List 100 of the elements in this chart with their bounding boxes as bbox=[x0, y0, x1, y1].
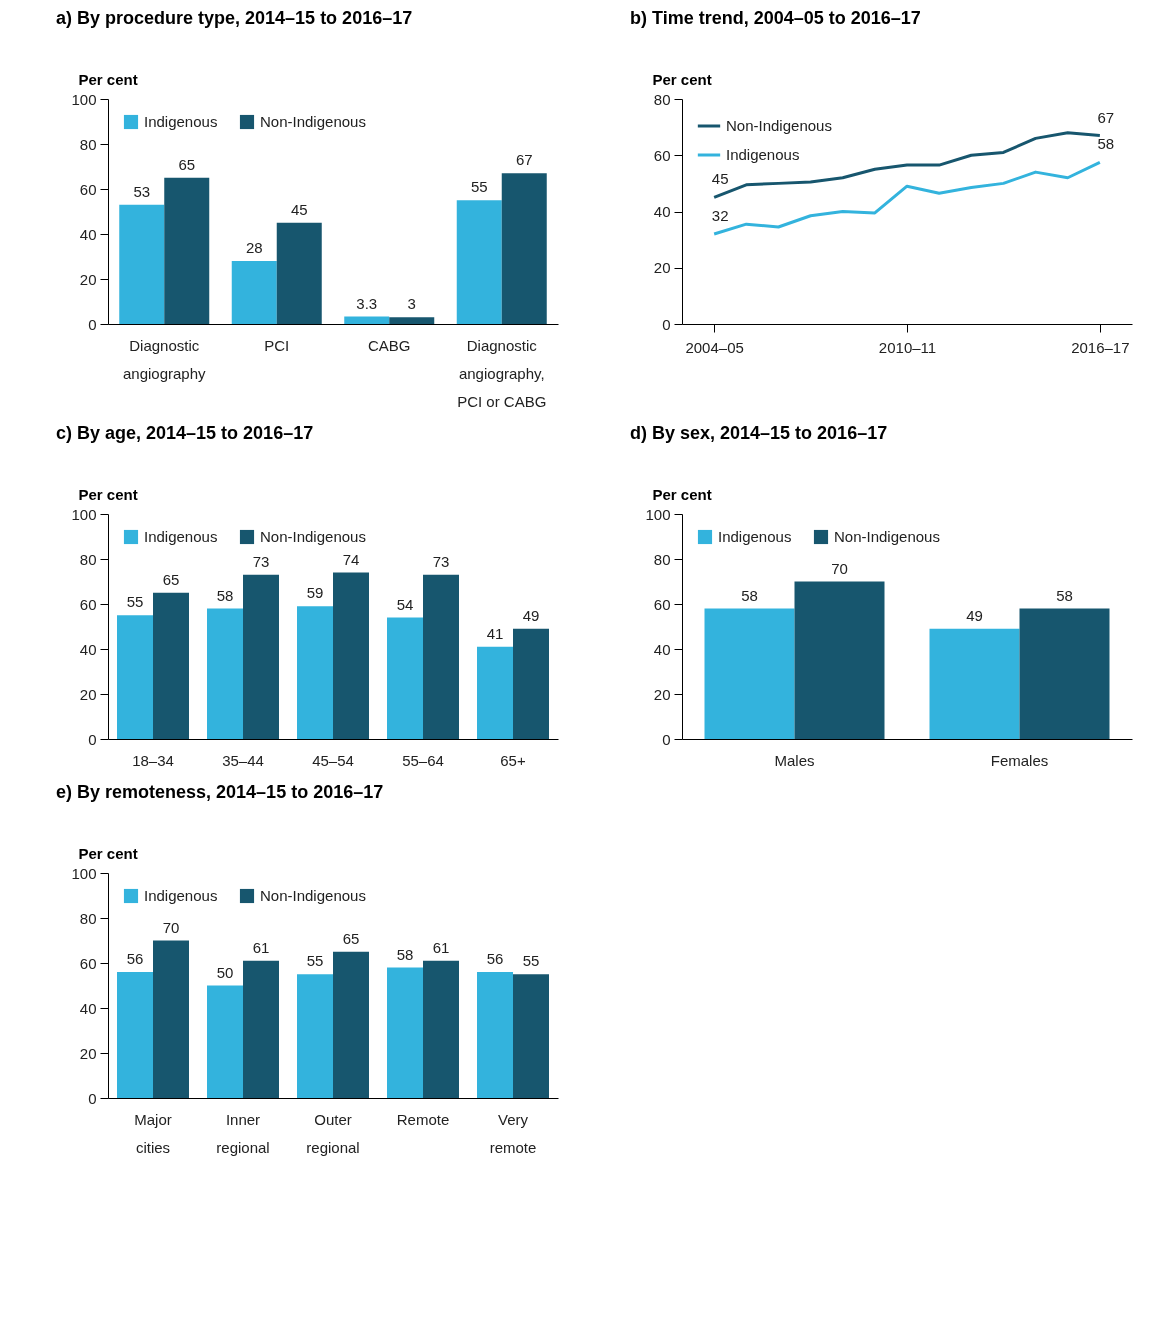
bar bbox=[501, 173, 547, 324]
bar bbox=[119, 204, 165, 324]
bar bbox=[153, 592, 189, 739]
x-tick-label: Remote bbox=[396, 1110, 450, 1128]
data-label: 59 bbox=[306, 584, 324, 602]
bar bbox=[164, 177, 210, 324]
x-tick-label: 65+ bbox=[500, 751, 526, 769]
bar bbox=[333, 951, 369, 1098]
bar bbox=[333, 572, 369, 739]
bar bbox=[243, 960, 279, 1098]
bar bbox=[423, 574, 459, 739]
x-tick-label: 2016–17 bbox=[1071, 338, 1130, 356]
y-tick-label: 20 bbox=[79, 270, 97, 288]
y-axis-title: Per cent bbox=[652, 70, 712, 88]
data-label: 58 bbox=[1056, 586, 1073, 604]
data-label: 45 bbox=[711, 170, 729, 188]
data-label: 65 bbox=[162, 570, 180, 588]
data-label: 28 bbox=[245, 239, 263, 256]
y-tick-label: 100 bbox=[71, 90, 97, 108]
legend-label: Non-Indigenous bbox=[260, 113, 366, 130]
x-tick-label: PCI bbox=[264, 336, 290, 354]
y-tick-label: 20 bbox=[653, 685, 671, 703]
y-tick-label: 0 bbox=[662, 730, 671, 748]
y-tick-label: 80 bbox=[79, 909, 97, 927]
data-label: 65 bbox=[178, 155, 196, 173]
y-tick-label: 60 bbox=[653, 595, 671, 613]
bar bbox=[477, 646, 513, 739]
data-label: 65 bbox=[342, 929, 360, 947]
data-label: 67 bbox=[515, 151, 533, 169]
x-tick-label: Major cities bbox=[134, 1110, 172, 1156]
data-label: 55 bbox=[470, 178, 488, 196]
legend-label: Indigenous bbox=[144, 113, 218, 130]
data-label: 61 bbox=[432, 938, 450, 956]
x-tick-label: 18–34 bbox=[132, 751, 174, 769]
data-label: 70 bbox=[162, 918, 180, 936]
x-tick-label: 2004–05 bbox=[685, 338, 744, 356]
bar bbox=[704, 608, 795, 739]
x-tick-label: Males bbox=[774, 751, 815, 769]
bar bbox=[513, 628, 549, 739]
y-tick-label: 40 bbox=[79, 999, 97, 1017]
data-label: 58 bbox=[216, 586, 234, 604]
legend-label: Non-Indigenous bbox=[726, 117, 832, 134]
data-label: 50 bbox=[216, 963, 234, 981]
data-label: 70 bbox=[831, 559, 848, 577]
bar bbox=[1019, 608, 1110, 739]
x-tick-label: Inner regional bbox=[216, 1110, 270, 1156]
data-label: 49 bbox=[522, 606, 540, 624]
y-tick-label: 60 bbox=[79, 180, 97, 198]
bar bbox=[929, 628, 1020, 739]
legend-label: Non-Indigenous bbox=[260, 887, 366, 904]
data-label: 74 bbox=[342, 550, 360, 568]
chart-title: a) By procedure type, 2014–15 to 2016–17 bbox=[56, 8, 413, 28]
x-tick-label: Females bbox=[990, 751, 1049, 769]
y-tick-label: 100 bbox=[645, 505, 671, 523]
bar bbox=[387, 967, 423, 1098]
x-tick-label: 2010–11 bbox=[878, 338, 937, 356]
x-tick-label: Diagnostic angiography, PCI or CABG bbox=[457, 336, 547, 410]
y-tick-label: 60 bbox=[653, 146, 671, 164]
data-label: 54 bbox=[396, 595, 414, 613]
legend-label: Indigenous bbox=[718, 528, 792, 545]
y-axis-title: Per cent bbox=[78, 485, 138, 503]
legend-label: Indigenous bbox=[144, 528, 218, 545]
y-tick-label: 0 bbox=[88, 1089, 97, 1107]
y-tick-label: 100 bbox=[71, 505, 97, 523]
y-tick-label: 80 bbox=[653, 550, 671, 568]
legend-label: Non-Indigenous bbox=[834, 528, 940, 545]
x-tick-label: Diagnostic angiography bbox=[122, 336, 207, 382]
data-label: 56 bbox=[126, 950, 144, 967]
chart-title: d) By sex, 2014–15 to 2016–17 bbox=[630, 423, 888, 443]
bar bbox=[117, 972, 153, 1098]
legend-label: Indigenous bbox=[726, 146, 800, 163]
x-tick-label: 55–64 bbox=[402, 751, 444, 769]
data-label: 3.3 bbox=[356, 294, 378, 312]
y-axis-title: Per cent bbox=[78, 844, 138, 862]
bar bbox=[207, 608, 243, 739]
x-tick-label: Very remote bbox=[489, 1110, 537, 1156]
x-tick-label: 35–44 bbox=[222, 751, 264, 769]
y-tick-label: 20 bbox=[653, 259, 671, 277]
data-label: 32 bbox=[711, 207, 729, 224]
bar bbox=[794, 581, 885, 739]
bar bbox=[117, 615, 153, 739]
data-label: 58 bbox=[396, 945, 414, 963]
chart-title: b) Time trend, 2004–05 to 2016–17 bbox=[630, 8, 921, 28]
y-tick-label: 40 bbox=[79, 225, 97, 243]
data-label: 55 bbox=[126, 593, 144, 611]
data-label: 41 bbox=[486, 624, 504, 642]
y-tick-label: 80 bbox=[79, 135, 97, 153]
data-label: 55 bbox=[522, 952, 540, 970]
y-tick-label: 40 bbox=[79, 640, 97, 658]
y-tick-label: 40 bbox=[653, 640, 671, 658]
data-label: 45 bbox=[290, 200, 308, 218]
chart-title: c) By age, 2014–15 to 2016–17 bbox=[56, 423, 314, 443]
bar bbox=[344, 316, 390, 324]
data-label: 53 bbox=[133, 182, 151, 200]
bar bbox=[231, 261, 277, 324]
legend-label: Non-Indigenous bbox=[260, 528, 366, 545]
bar bbox=[276, 222, 322, 324]
data-label: 73 bbox=[252, 552, 270, 570]
data-label: 67 bbox=[1097, 108, 1115, 126]
y-tick-label: 0 bbox=[88, 315, 97, 333]
